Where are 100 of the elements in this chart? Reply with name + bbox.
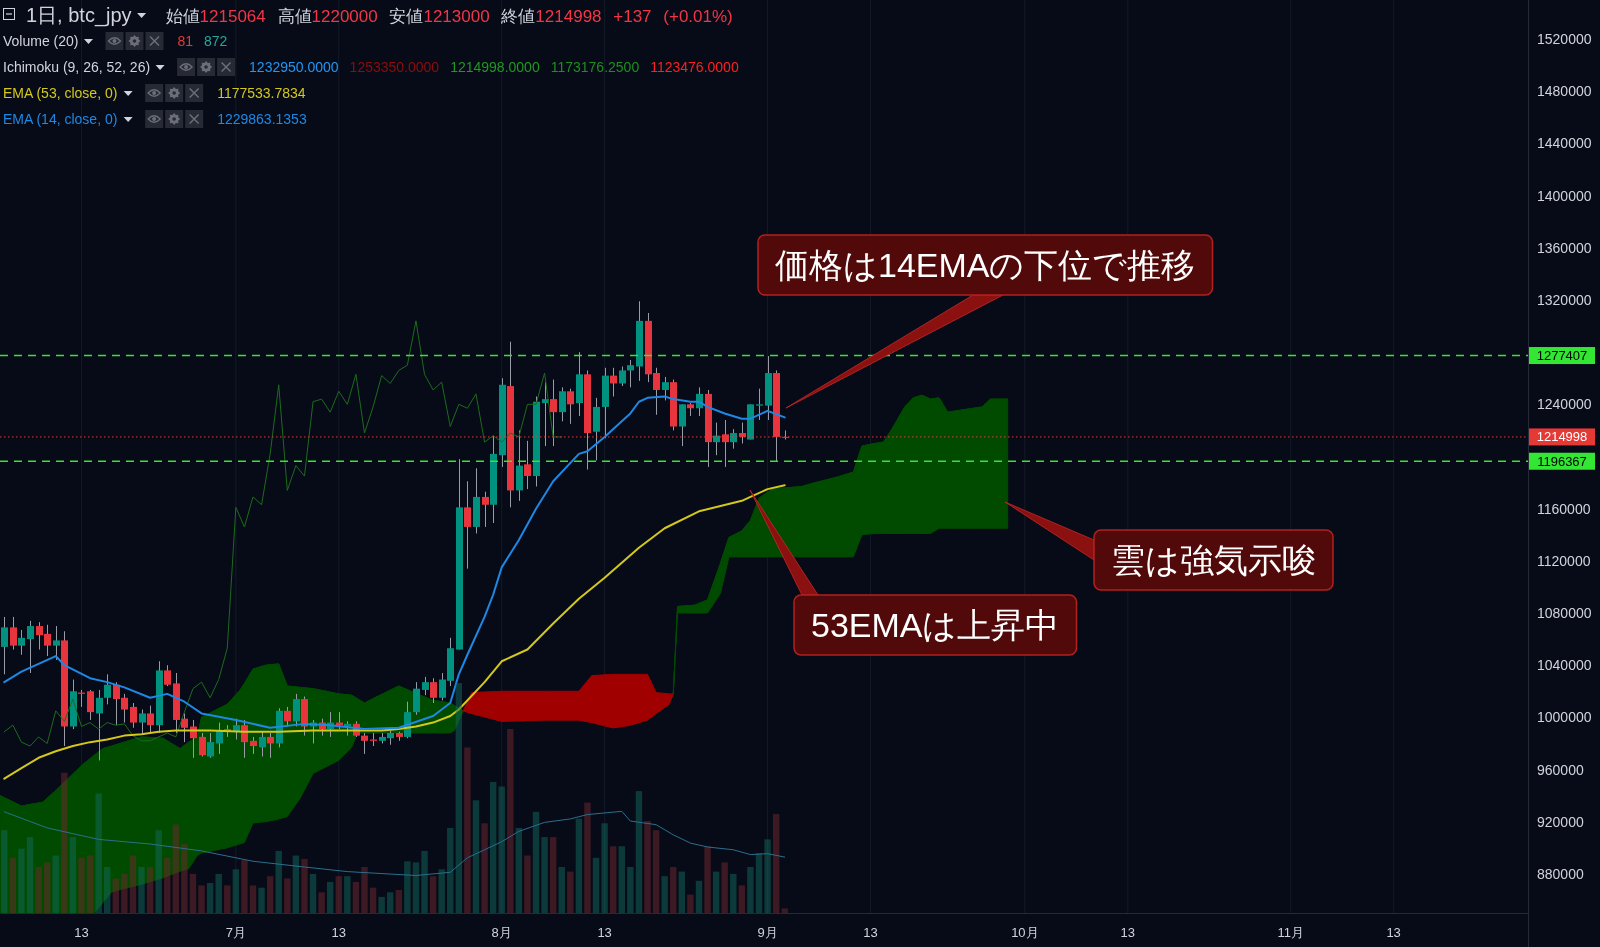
y-tick-label: 1080000 <box>1537 605 1592 622</box>
bar <box>695 880 703 913</box>
bar <box>558 867 565 913</box>
bar <box>104 867 111 913</box>
bar <box>515 827 523 913</box>
candlestick <box>104 673 111 705</box>
bar <box>232 869 240 913</box>
candlestick <box>10 616 17 651</box>
y-tick-label: 1480000 <box>1537 83 1592 100</box>
annotation: 1232950.0000 <box>249 59 339 75</box>
bar <box>412 862 420 913</box>
bar <box>575 818 583 913</box>
y-tick-label: 960000 <box>1537 761 1584 778</box>
bar <box>472 800 480 913</box>
bar <box>215 873 222 913</box>
candlestick <box>207 732 214 759</box>
candlestick <box>619 366 626 387</box>
text: EMA (53, close, 0) <box>3 85 118 101</box>
annotation: Ichimoku (9, 26, 52, 26) <box>3 59 151 75</box>
candlestick <box>567 388 574 425</box>
y-tick-label: 1400000 <box>1537 187 1592 204</box>
candlestick <box>259 731 266 757</box>
text: 始値1215064 高値1220000 安値1213000 終値1214998 +137 (+0.01%) <box>165 7 733 26</box>
bar <box>292 855 300 913</box>
bar <box>455 683 463 913</box>
candlestick <box>422 676 429 696</box>
bar <box>344 876 351 913</box>
ref-line-label: 1277407 <box>1536 348 1588 364</box>
bar <box>747 867 754 913</box>
candlestick <box>413 681 420 716</box>
bar <box>764 839 771 913</box>
candlestick <box>361 732 368 755</box>
bar <box>635 791 643 913</box>
bar <box>404 861 411 913</box>
bar <box>541 837 548 913</box>
chart-title: 1日, btc_jpy <box>26 4 132 27</box>
bar <box>755 853 763 913</box>
bar <box>275 850 282 913</box>
x-tick-label: 10月 <box>1011 925 1039 940</box>
annotation: 1173176.2500 <box>550 59 640 75</box>
bar <box>601 823 608 913</box>
bar <box>387 892 394 913</box>
candlestick <box>18 629 25 656</box>
y-tick-label: 1360000 <box>1537 239 1592 256</box>
x-tick-label: 8月 <box>491 925 512 940</box>
annotation: 872 <box>204 33 228 49</box>
bar <box>206 883 214 913</box>
y-tick-label: 1320000 <box>1537 291 1592 308</box>
line-series <box>3 395 786 731</box>
annotation: 価格は14EMAの下位で推移 <box>775 246 1196 284</box>
candlestick <box>199 732 206 757</box>
bar <box>592 857 600 913</box>
candlestick <box>482 491 489 528</box>
candlestick <box>662 376 669 401</box>
candlestick <box>53 625 60 661</box>
x-tick-label: 13 <box>863 925 878 940</box>
x-tick-label: 7月 <box>225 925 246 940</box>
chart-title: Volume (20) <box>3 33 79 49</box>
bar <box>627 867 634 913</box>
bar <box>1 830 8 913</box>
bar <box>498 786 505 913</box>
x-tick-label: 13 <box>1386 925 1401 940</box>
annotation: 1123476.0000 <box>650 59 739 75</box>
y-tick-label: 1160000 <box>1537 500 1591 517</box>
candlestick <box>524 440 531 490</box>
y-tick-label: 880000 <box>1537 865 1584 882</box>
y-tick-label: 1520000 <box>1537 31 1592 48</box>
candlestick <box>1 616 8 675</box>
candlestick <box>164 664 171 687</box>
annotation: 1177533.7834 <box>217 85 306 101</box>
annotation: 53EMAは上昇中 <box>811 606 1060 644</box>
bar <box>618 846 625 913</box>
candlestick <box>130 702 137 729</box>
bar <box>438 869 445 913</box>
bar <box>730 873 737 913</box>
candlestick <box>147 705 154 734</box>
bar <box>95 793 102 913</box>
bar <box>69 837 77 913</box>
y-tick-label: 1240000 <box>1537 396 1592 413</box>
bar <box>661 876 668 913</box>
bar <box>421 850 428 913</box>
bar <box>138 867 145 913</box>
ref-line-label: 1214998 <box>1536 429 1588 445</box>
annotation: 1229863.1353 <box>217 111 307 127</box>
annotation: 雲は強気示唆 <box>1111 541 1316 579</box>
candlestick <box>96 689 103 761</box>
candlestick <box>464 480 471 570</box>
bar <box>309 873 317 913</box>
candlestick <box>756 388 763 421</box>
ref-line-label: 1196367 <box>1537 453 1587 469</box>
x-tick-label: 13 <box>74 925 89 940</box>
bar <box>26 837 34 913</box>
candlestick <box>27 620 34 674</box>
candlestick <box>430 677 437 704</box>
candlestick <box>559 386 566 422</box>
line-series <box>3 320 563 747</box>
y-tick-label: 1120000 <box>1537 552 1591 569</box>
line-series <box>3 484 786 780</box>
bar <box>52 855 59 913</box>
x-tick-label: 13 <box>597 925 612 940</box>
